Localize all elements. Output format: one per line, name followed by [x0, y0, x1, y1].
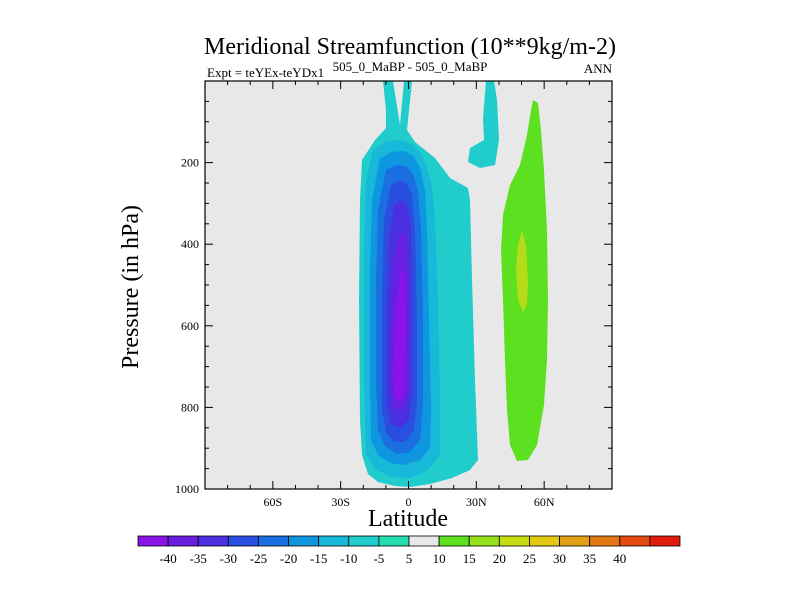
colorbar-swatch: [258, 535, 289, 547]
colorbar-swatch: [197, 535, 229, 547]
colorbar-label: 20: [493, 551, 506, 566]
colorbar-swatch: [137, 535, 169, 547]
colorbar-swatch: [589, 535, 621, 547]
colorbar-swatch: [468, 535, 500, 547]
subtitle-left: Expt = teYEx-teYDx1: [207, 65, 324, 80]
northern-cell-contours: [501, 100, 548, 461]
subtitle-right: ANN: [584, 61, 613, 76]
colorbar-swatch: [227, 535, 259, 547]
colorbar-swatch: [167, 535, 199, 547]
y-axis: 200 400 600 800 1000: [175, 80, 612, 496]
colorbar-label: -30: [220, 551, 237, 566]
colorbar-label: -10: [340, 551, 357, 566]
colorbar-swatch: [529, 535, 560, 547]
colorbar-swatch: [619, 535, 651, 547]
colorbar-label: -5: [373, 551, 384, 566]
colorbar-swatch: [288, 535, 320, 547]
y-tick-label: 600: [181, 319, 199, 333]
colorbar-label: -20: [280, 551, 297, 566]
colorbar-label: 35: [583, 551, 596, 566]
colorbar-label: -15: [310, 551, 327, 566]
colorbar-label: 10: [433, 551, 446, 566]
y-tick-label: 800: [181, 400, 199, 414]
colorbar-swatch: [559, 535, 591, 547]
y-tick-label: 200: [181, 156, 199, 170]
colorbar: -40 -35 -30 -25 -20 -15 -10 -5 5 10 15 20 25 30 35 40: [137, 535, 681, 566]
colorbar-label: 40: [613, 551, 626, 566]
colorbar-swatch: [378, 535, 410, 547]
colorbar-label: 25: [523, 551, 536, 566]
x-tick-label: 30S: [331, 495, 350, 509]
x-tick-label: 60N: [534, 495, 555, 509]
colorbar-label: 30: [553, 551, 566, 566]
colorbar-swatch: [318, 535, 350, 547]
colorbar-label: -35: [190, 551, 207, 566]
colorbar-swatch: [348, 535, 380, 547]
colorbar-label: -25: [250, 551, 267, 566]
chart-title: Meridional Streamfunction (10**9kg/m-2): [204, 34, 616, 60]
colorbar-label: 15: [463, 551, 476, 566]
southern-cell-contours: [359, 81, 499, 487]
colorbar-swatch: [498, 535, 530, 547]
y-tick-label: 1000: [175, 482, 199, 496]
y-axis-label: Pressure (in hPa): [118, 205, 144, 369]
colorbar-swatch: [649, 535, 681, 547]
x-axis: 60S 30S 0 30N 60N: [204, 81, 613, 509]
colorbar-swatch: [408, 535, 440, 547]
colorbar-swatch: [438, 535, 470, 547]
x-tick-label: 30N: [466, 495, 487, 509]
x-tick-label: 0: [406, 495, 412, 509]
colorbar-label: -40: [159, 551, 176, 566]
y-tick-label: 400: [181, 237, 199, 251]
contour-south-minus40: [393, 270, 406, 402]
contour-north-15: [516, 230, 528, 312]
x-axis-label: Latitude: [368, 506, 448, 532]
subtitle-center: 505_0_MaBP - 505_0_MaBP: [333, 59, 488, 74]
colorbar-label: 5: [406, 551, 413, 566]
x-tick-label: 60S: [263, 495, 282, 509]
